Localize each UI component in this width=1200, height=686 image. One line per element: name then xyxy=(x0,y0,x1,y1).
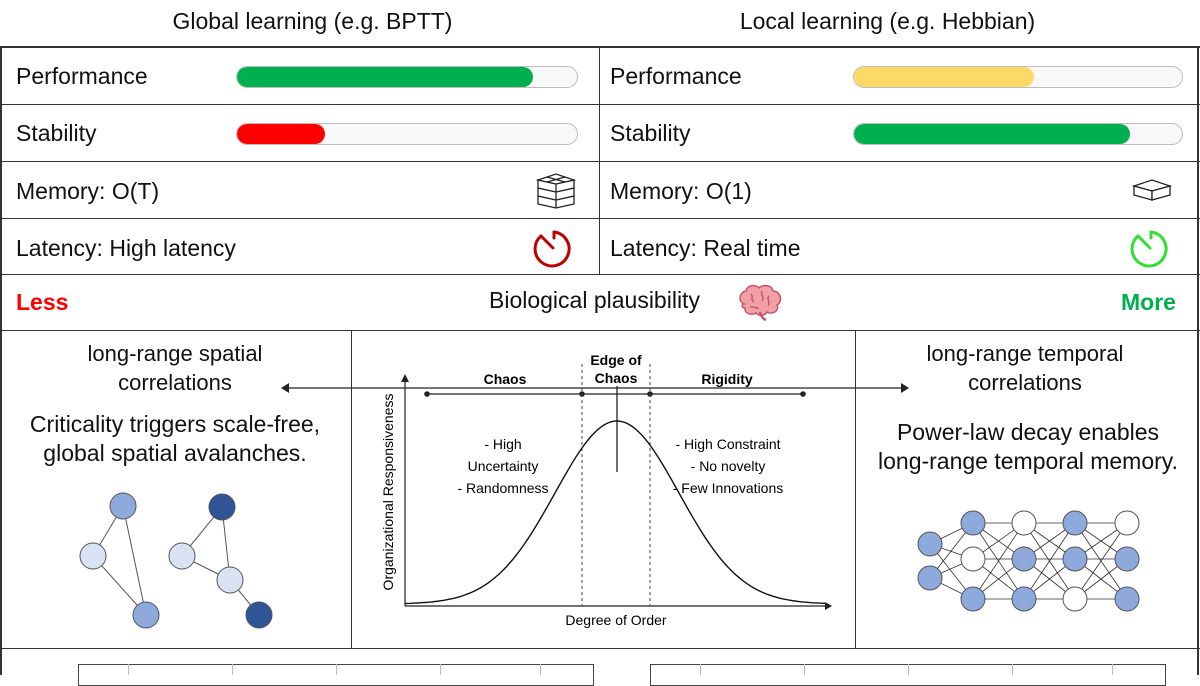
rigidity-note-2: - No novelty xyxy=(691,458,766,474)
y-axis-label: Organizational Responsiveness xyxy=(380,394,396,591)
chaos-note-3: - Randomness xyxy=(457,480,548,496)
stopwatch-icon xyxy=(533,230,571,268)
local-stability-label: Stability xyxy=(610,120,691,146)
chaos-note-2: Uncertainty xyxy=(468,458,539,474)
temporal-desc-line2: long-range temporal memory. xyxy=(878,448,1178,474)
global-stability-label: Stability xyxy=(16,120,97,146)
network-node xyxy=(960,546,986,572)
network-node xyxy=(917,531,943,557)
global-learning-header: Global learning (e.g. BPTT) xyxy=(172,8,453,34)
network-edge xyxy=(1074,522,1128,600)
global-performance-label: Performance xyxy=(16,63,148,89)
single-layer-icon xyxy=(1132,179,1172,201)
edge-of-chaos-plot: Chaos Edge of Chaos Rigidity - High Unce… xyxy=(380,352,832,628)
local-stability-fill xyxy=(854,124,1130,144)
temporal-desc-line1: Power-law decay enables xyxy=(896,419,1160,445)
network-node xyxy=(1062,510,1088,536)
network-node xyxy=(1011,586,1037,612)
local-learning-header: Local learning (e.g. Hebbian) xyxy=(739,8,1036,34)
edge-label-line2: Chaos xyxy=(595,370,638,386)
rigidity-note-3: - Few Innovations xyxy=(673,480,784,496)
local-memory-label: Memory: O(1) xyxy=(610,178,752,204)
global-performance-bar xyxy=(236,66,578,88)
temporal-title-line1: long-range temporal xyxy=(926,341,1124,366)
local-latency-label: Latency: Real time xyxy=(610,235,801,261)
spatial-avalanche-graph xyxy=(79,492,273,629)
temporal-title: long-range temporal correlations xyxy=(860,339,1190,397)
network-node xyxy=(1011,546,1037,572)
network-node xyxy=(1114,586,1140,612)
network-edge xyxy=(972,522,1025,600)
global-memory-label: Memory: O(T) xyxy=(16,178,160,204)
spatial-title: long-range spatial correlations xyxy=(10,339,340,397)
global-stability-bar xyxy=(236,123,578,145)
network-node xyxy=(1114,546,1140,572)
global-stability-fill xyxy=(237,124,326,144)
biological-plausibility-label: Biological plausibility xyxy=(489,287,700,313)
network-node xyxy=(1011,510,1037,536)
network-node xyxy=(1062,546,1088,572)
chaos-note-1: - High xyxy=(484,436,521,452)
responsiveness-curve xyxy=(404,420,826,605)
network-node xyxy=(1062,586,1088,612)
temporal-neural-network xyxy=(917,510,1140,612)
local-performance-fill xyxy=(854,67,1035,87)
network-node xyxy=(960,586,986,612)
chaos-label: Chaos xyxy=(484,371,527,387)
temporal-description: Power-law decay enables long-range tempo… xyxy=(858,418,1198,476)
stacked-layers-icon xyxy=(536,173,576,209)
temporal-title-line2: correlations xyxy=(968,370,1082,395)
network-edge xyxy=(1023,522,1076,600)
local-performance-bar xyxy=(853,66,1183,88)
stopwatch-icon xyxy=(1130,230,1168,268)
global-performance-fill xyxy=(237,67,533,87)
brain-icon xyxy=(739,284,782,322)
spatial-title-line1: long-range spatial xyxy=(87,341,263,366)
network-node xyxy=(917,565,943,591)
more-label: More xyxy=(1121,289,1176,315)
spatial-description: Criticality triggers scale-free, global … xyxy=(5,410,345,468)
local-stability-bar xyxy=(853,123,1183,145)
global-latency-label: Latency: High latency xyxy=(16,235,236,261)
edge-label-line1: Edge of xyxy=(590,352,642,368)
rigidity-label: Rigidity xyxy=(701,371,753,387)
x-axis-label: Degree of Order xyxy=(565,612,666,628)
spatial-desc-line1: Criticality triggers scale-free, xyxy=(29,411,321,437)
network-node xyxy=(1114,510,1140,536)
spatial-desc-line2: global spatial avalanches. xyxy=(43,440,307,466)
spatial-title-line2: correlations xyxy=(118,370,232,395)
rigidity-note-1: - High Constraint xyxy=(675,436,780,452)
correlation-double-arrow xyxy=(281,383,909,393)
local-performance-label: Performance xyxy=(610,63,742,89)
network-node xyxy=(960,510,986,536)
less-label: Less xyxy=(16,289,69,315)
